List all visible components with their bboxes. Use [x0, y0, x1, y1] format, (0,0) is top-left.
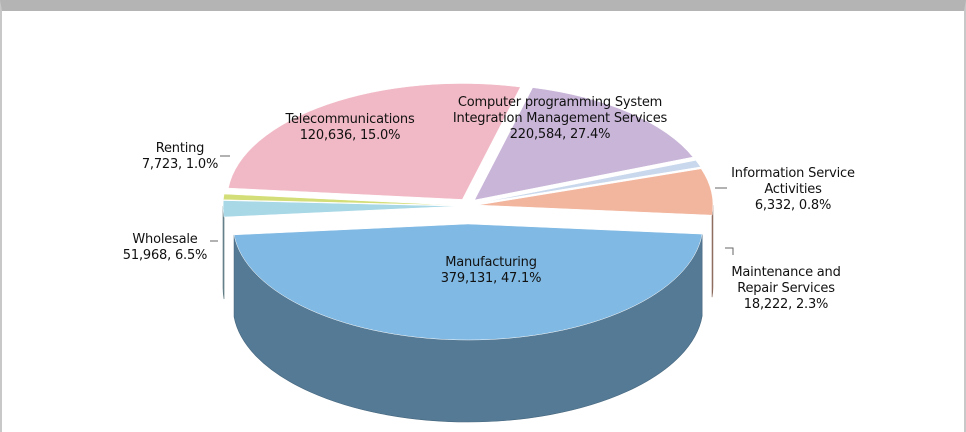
pie-slice [233, 223, 703, 341]
value-label: 7,723, 1.0% [141, 157, 219, 172]
value-label: 51,968, 6.5% [122, 248, 208, 263]
slice-side [222, 206, 225, 300]
slice-label: Information Service Activities 6,332, 0.8… [718, 166, 868, 214]
slice-label: Maintenance and Repair Services 18,222, 2… [716, 265, 856, 313]
slice-label: Wholesale 51,968, 6.5% [110, 232, 220, 264]
category-label: Maintenance and Repair Services [731, 265, 841, 296]
leader-line [725, 247, 734, 255]
category-label: Renting [155, 141, 205, 156]
slice-label: Renting 7,723, 1.0% [135, 141, 225, 173]
pie-slice [223, 193, 459, 206]
slice-label: Computer programming System Integration … [430, 95, 690, 143]
value-label: 18,222, 2.3% [743, 297, 829, 312]
chart [210, 83, 734, 423]
pie-slice [228, 83, 521, 200]
pie-slice [222, 200, 459, 218]
category-label: Wholesale [132, 232, 198, 247]
category-label: Computer programming System Integration … [452, 95, 668, 126]
slice-label: Manufacturing 379,131, 47.1% [391, 255, 591, 287]
value-label: 120,636, 15.0% [299, 128, 401, 143]
category-label: Information Service Activities [731, 166, 855, 197]
slice-label: Telecommunications 120,636, 15.0% [265, 112, 435, 144]
pie-slice [477, 168, 714, 216]
value-label: 379,131, 47.1% [440, 271, 542, 286]
value-label: 220,584, 27.4% [509, 127, 611, 142]
category-label: Telecommunications [285, 112, 415, 127]
slice-side [711, 205, 714, 298]
pie-slice [477, 160, 701, 204]
pie-slice [474, 87, 694, 201]
value-label: 6,332, 0.8% [754, 198, 832, 213]
category-label: Manufacturing [445, 255, 537, 270]
